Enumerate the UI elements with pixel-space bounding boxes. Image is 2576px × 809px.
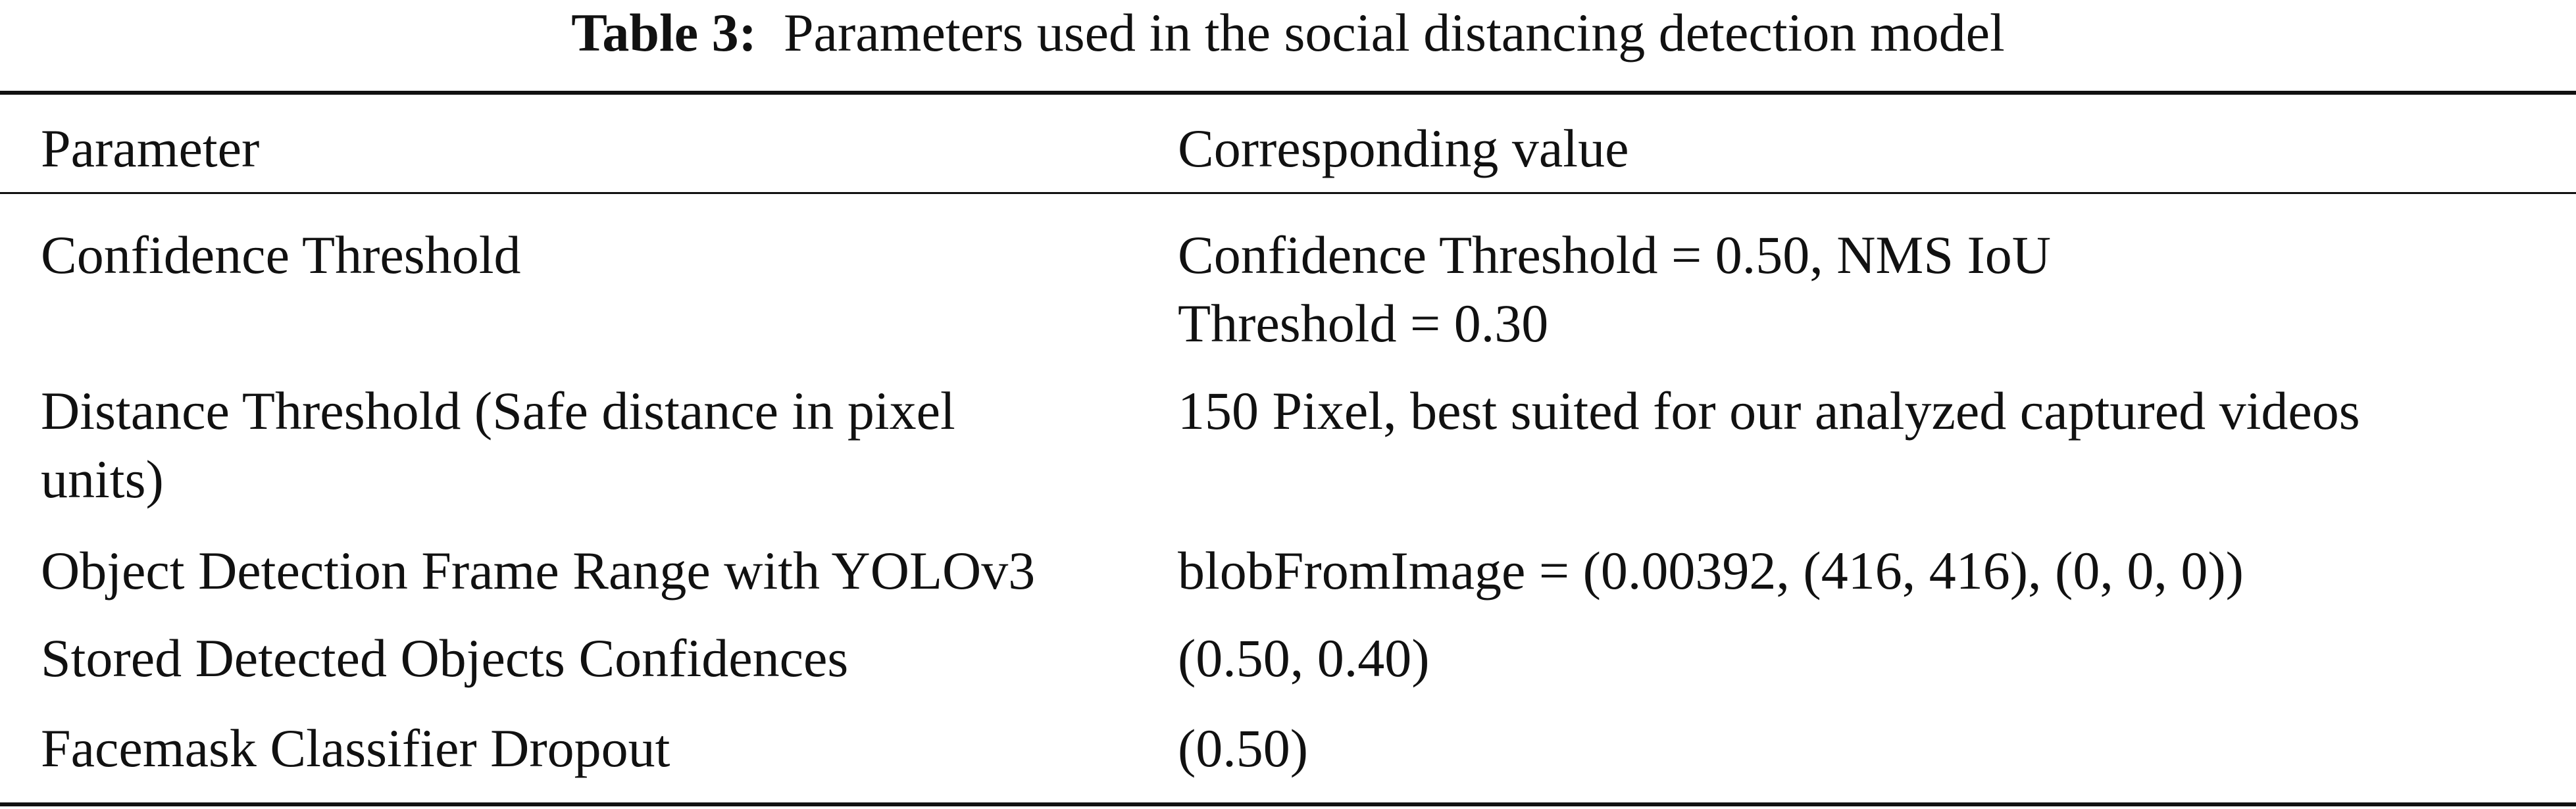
row-2-parameter-line-2: units) (41, 449, 164, 509)
row-4-parameter: Stored Detected Objects Confidences (41, 628, 849, 688)
table-caption: Table 3: Parameters used in the social d… (0, 0, 2576, 72)
row-3-value: blobFromImage = (0.00392, (416, 416), (0… (1178, 541, 2244, 601)
table-caption-text: Parameters used in the social distancing… (783, 3, 2005, 62)
row-5-parameter: Facemask Classifier Dropout (41, 718, 670, 778)
header-parameter: Parameter (41, 118, 260, 178)
row-1-value-line-2: Threshold = 0.30 (1178, 293, 1549, 353)
row-2-parameter-line-1: Distance Threshold (Safe distance in pix… (41, 381, 955, 441)
table-bottom-rule (0, 802, 2576, 806)
table-top-rule (0, 91, 2576, 95)
row-2-value: 150 Pixel, best suited for our analyzed … (1178, 381, 2360, 441)
row-1-value-line-1: Confidence Threshold = 0.50, NMS IoU (1178, 225, 2051, 285)
row-3-parameter: Object Detection Frame Range with YOLOv3 (41, 541, 1036, 601)
row-1-parameter: Confidence Threshold (41, 225, 521, 285)
row-4-value: (0.50, 0.40) (1178, 628, 1430, 688)
table-header-rule (0, 192, 2576, 194)
table-caption-label: Table 3: (571, 3, 757, 62)
header-corresponding-value: Corresponding value (1178, 118, 1629, 178)
row-5-value: (0.50) (1178, 718, 1309, 778)
